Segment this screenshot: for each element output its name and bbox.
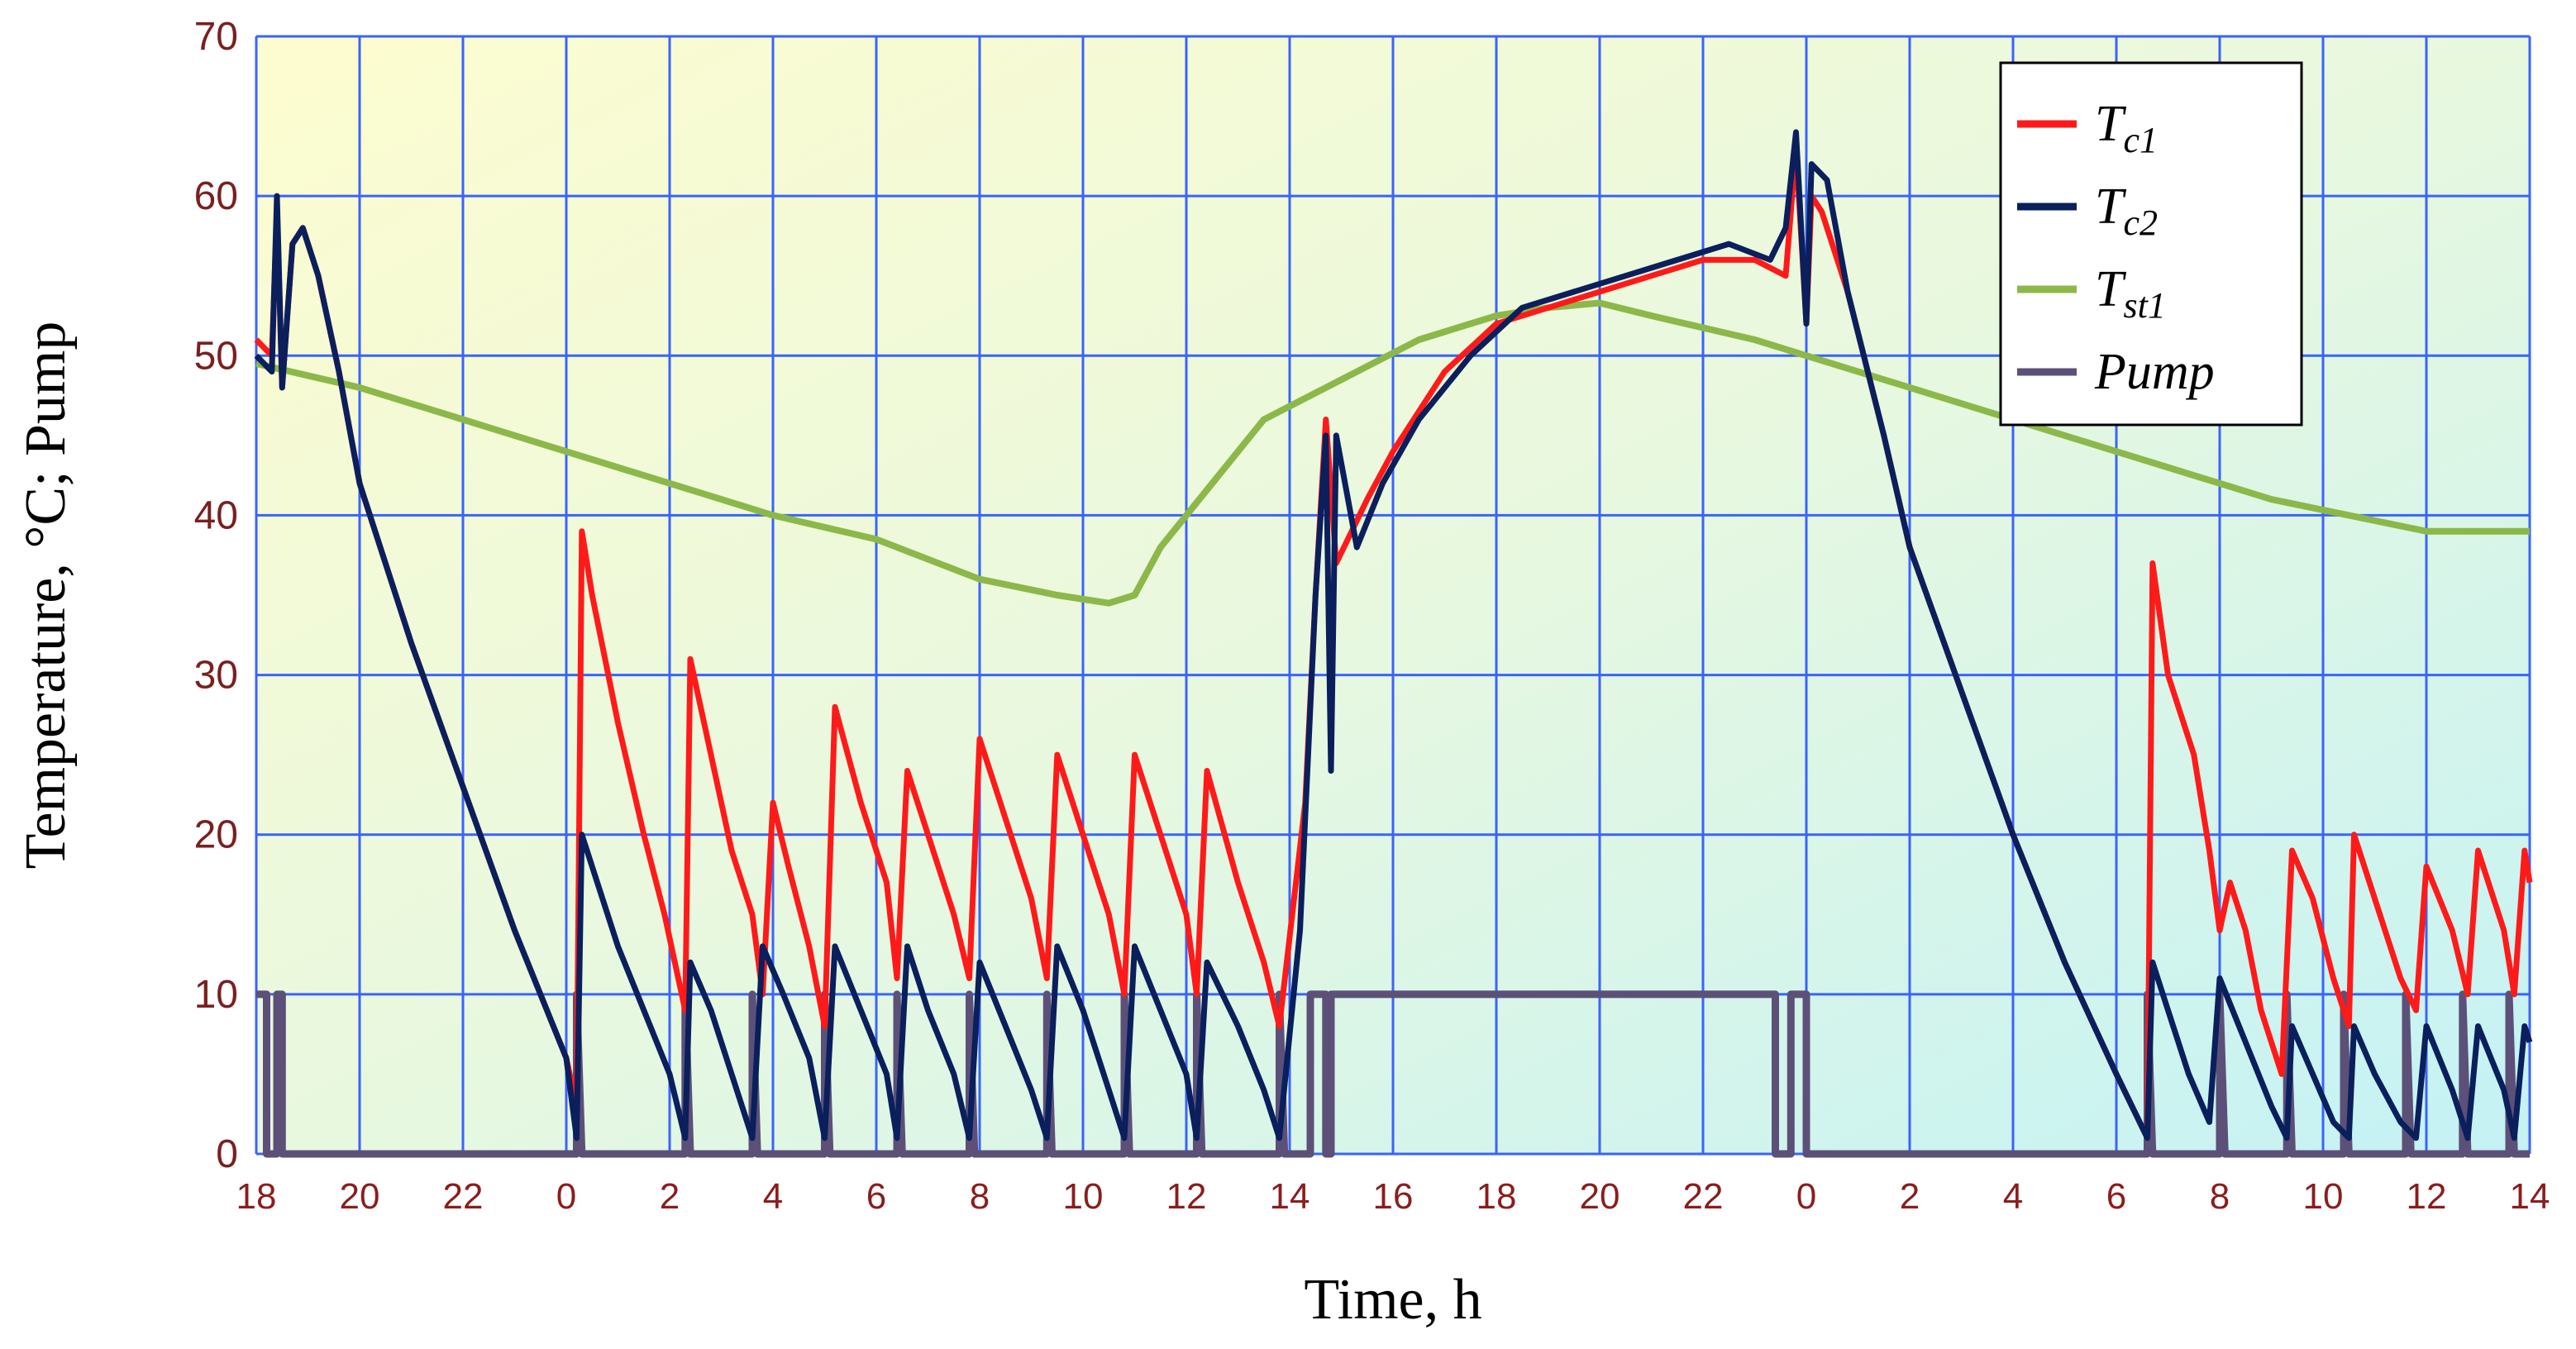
x-tick-label-6: 6 [866, 1176, 886, 1217]
x-tick-label-19: 8 [2210, 1176, 2230, 1217]
x-tick-label-8: 10 [1063, 1176, 1104, 1217]
y-axis-title: Temperature, °C; Pump [14, 322, 78, 870]
legend-label-tst1: Tst1 [2095, 261, 2166, 326]
series-line-tc2 [254, 129, 2533, 1142]
x-tick-label-17: 4 [2003, 1176, 2023, 1217]
x-tick-label-15: 0 [1796, 1176, 1816, 1217]
x-tick-label-20: 10 [2303, 1176, 2344, 1217]
x-tick-label-22: 14 [2510, 1176, 2550, 1217]
y-tick-label-7: 70 [194, 15, 238, 59]
x-tick-label-1: 20 [340, 1176, 380, 1217]
series-line-tst1 [255, 299, 2530, 607]
y-tick-label-2: 20 [194, 813, 238, 857]
y-axis-ticks: 0 10 20 30 40 50 60 70 [194, 15, 238, 1176]
x-tick-label-3: 0 [556, 1176, 576, 1217]
x-tick-label-4: 2 [660, 1176, 680, 1217]
x-tick-label-7: 8 [970, 1176, 990, 1217]
legend-label-tc1: Tc1 [2095, 96, 2158, 160]
series-layer [254, 129, 2533, 1158]
y-tick-label-4: 40 [194, 493, 238, 537]
y-tick-label-0: 0 [216, 1132, 238, 1176]
x-tick-label-9: 12 [1166, 1176, 1207, 1217]
x-tick-label-12: 18 [1476, 1176, 1517, 1217]
x-axis-title: Time, h [1304, 1268, 1481, 1332]
x-tick-label-5: 4 [763, 1176, 783, 1217]
x-tick-label-21: 12 [2407, 1176, 2447, 1217]
x-tick-label-0: 18 [236, 1176, 277, 1217]
x-axis-ticks: 18 20 22 0 2 4 6 8 10 12 14 16 18 20 22 0 2 4 6 8 10 12 14 [236, 1176, 2550, 1217]
x-tick-label-10: 14 [1270, 1176, 1310, 1217]
y-tick-label-5: 50 [194, 334, 238, 378]
series-line-tc1 [254, 145, 2533, 1142]
y-tick-label-1: 10 [194, 973, 238, 1017]
x-tick-label-2: 22 [443, 1176, 484, 1217]
legend-label-pump: Pump [2094, 344, 2215, 400]
legend: Tc1 Tc2 Tst1 Pump [1999, 61, 2303, 427]
y-tick-label-3: 30 [194, 654, 238, 698]
x-tick-label-14: 22 [1683, 1176, 1724, 1217]
x-tick-label-11: 16 [1373, 1176, 1414, 1217]
x-tick-label-16: 2 [1900, 1176, 1920, 1217]
y-tick-label-6: 60 [194, 174, 238, 218]
legend-label-tc2: Tc2 [2095, 179, 2158, 243]
x-tick-label-18: 6 [2106, 1176, 2126, 1217]
x-tick-label-13: 20 [1580, 1176, 1620, 1217]
